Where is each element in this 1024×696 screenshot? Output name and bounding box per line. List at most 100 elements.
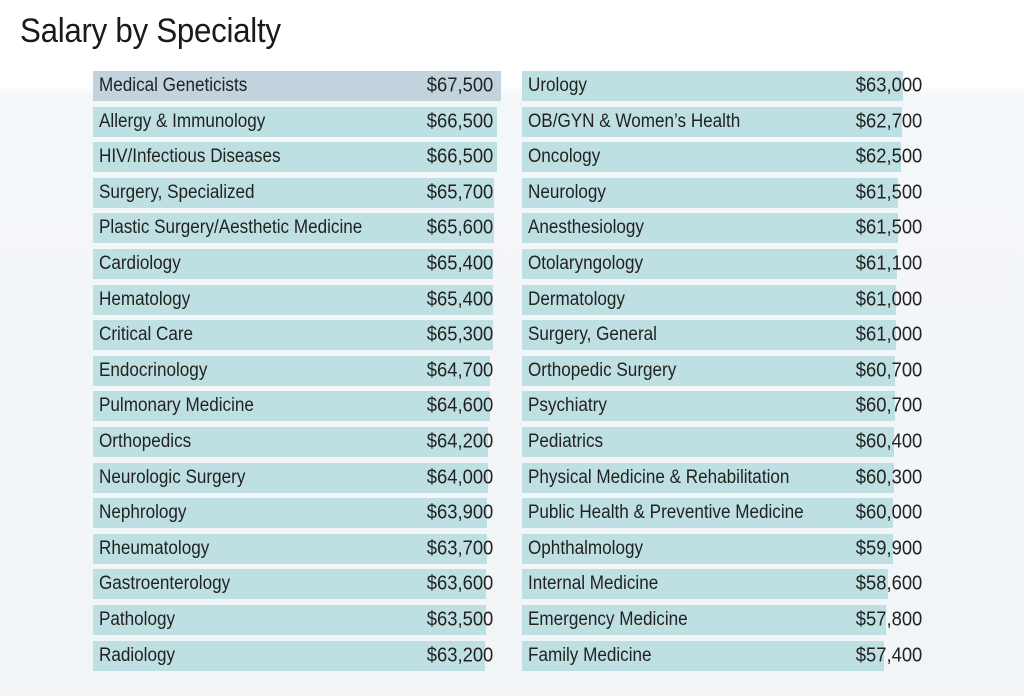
bar-row: Emergency Medicine $57,800 xyxy=(522,604,926,635)
value-label: $62,700 xyxy=(855,110,922,133)
value-label: $60,300 xyxy=(855,466,922,489)
value-label: $63,500 xyxy=(426,608,493,631)
bar xyxy=(93,320,493,351)
category-label: Public Health & Preventive Medicine xyxy=(528,502,804,524)
bar-row: Dermatology $61,000 xyxy=(522,284,926,315)
bar-row: Plastic Surgery/Aesthetic Medicine $65,60… xyxy=(93,213,501,244)
bar-row: Pathology $63,500 xyxy=(93,604,501,635)
bar xyxy=(522,248,897,279)
value-label: $63,900 xyxy=(426,501,493,524)
bar xyxy=(93,355,491,386)
category-label: Dermatology xyxy=(528,288,625,310)
bar xyxy=(522,426,895,457)
value-label: $60,400 xyxy=(855,430,922,453)
category-label: Neurologic Surgery xyxy=(99,466,246,488)
category-label: Nephrology xyxy=(99,502,187,524)
value-label: $63,000 xyxy=(855,74,922,97)
bar xyxy=(93,533,487,564)
bar-row: Internal Medicine $58,600 xyxy=(522,569,926,600)
bar-row: Radiology $63,200 xyxy=(93,640,501,671)
value-label: $58,600 xyxy=(855,572,922,595)
bar xyxy=(522,320,897,351)
chart-title: Salary by Specialty xyxy=(20,12,281,50)
bar-column-right: Urology $63,000 OB/GYN & Women’s Health $62… xyxy=(522,71,926,676)
category-label: HIV/Infectious Diseases xyxy=(99,146,281,168)
category-label: Rheumatology xyxy=(99,537,210,559)
bar xyxy=(93,569,487,600)
bar-row: Pulmonary Medicine $64,600 xyxy=(93,391,501,422)
value-label: $66,500 xyxy=(426,145,493,168)
bar-row: Cardiology $65,400 xyxy=(93,248,501,279)
category-label: Pediatrics xyxy=(528,430,604,452)
value-label: $65,400 xyxy=(426,288,493,311)
value-label: $60,700 xyxy=(855,359,922,382)
category-label: Psychiatry xyxy=(528,395,607,417)
category-label: OB/GYN & Women’s Health xyxy=(528,110,741,132)
bar xyxy=(522,177,898,208)
value-label: $61,500 xyxy=(855,181,922,204)
bar xyxy=(93,498,488,529)
category-label: Pulmonary Medicine xyxy=(99,395,254,417)
bar xyxy=(93,462,488,493)
bar xyxy=(93,426,489,457)
category-label: Pathology xyxy=(99,608,176,630)
bar-row: Neurology $61,500 xyxy=(522,177,926,208)
value-label: $60,700 xyxy=(855,394,922,417)
value-label: $63,600 xyxy=(426,572,493,595)
bar-row: Family Medicine $57,400 xyxy=(522,640,926,671)
bar xyxy=(522,142,902,173)
bar-row: Critical Care $65,300 xyxy=(93,320,501,351)
bar-row: Oncology $62,500 xyxy=(522,142,926,173)
bar xyxy=(522,284,897,315)
bar-row: Orthopedics $64,200 xyxy=(93,426,501,457)
category-label: Neurology xyxy=(528,181,606,203)
value-label: $57,800 xyxy=(855,608,922,631)
bar-row: Rheumatology $63,700 xyxy=(93,533,501,564)
category-label: Orthopedic Surgery xyxy=(528,359,677,381)
bar-row: Medical Geneticists $67,500 xyxy=(93,71,501,101)
bar xyxy=(93,177,495,208)
bar xyxy=(522,106,902,137)
category-label: Plastic Surgery/Aesthetic Medicine xyxy=(99,217,363,239)
bar xyxy=(522,498,893,529)
category-label: Anesthesiology xyxy=(528,217,644,239)
bar xyxy=(93,604,486,635)
category-label: Emergency Medicine xyxy=(528,608,688,630)
value-label: $61,000 xyxy=(855,323,922,346)
bar xyxy=(93,640,485,671)
value-label: $61,000 xyxy=(855,288,922,311)
category-label: Surgery, General xyxy=(528,324,657,346)
value-label: $63,700 xyxy=(426,537,493,560)
bar xyxy=(93,71,501,101)
category-label: Gastroenterology xyxy=(99,573,231,595)
value-label: $64,200 xyxy=(426,430,493,453)
bar xyxy=(522,462,894,493)
value-label: $65,300 xyxy=(426,323,493,346)
value-label: $65,700 xyxy=(426,181,493,204)
bar xyxy=(93,106,498,137)
bar xyxy=(93,391,490,422)
bar xyxy=(93,248,493,279)
value-label: $67,500 xyxy=(426,74,493,97)
bar-row: Ophthalmology $59,900 xyxy=(522,533,926,564)
bar-row: Public Health & Preventive Medicine $60,0… xyxy=(522,498,926,529)
value-label: $64,700 xyxy=(426,359,493,382)
category-label: Radiology xyxy=(99,644,176,666)
bar-row: Urology $63,000 xyxy=(522,71,926,101)
bar-row: Allergy & Immunology $66,500 xyxy=(93,106,501,137)
value-label: $59,900 xyxy=(855,537,922,560)
bar xyxy=(93,213,494,244)
value-label: $57,400 xyxy=(855,644,922,666)
value-label: $60,000 xyxy=(855,501,922,524)
value-label: $61,100 xyxy=(855,252,922,275)
category-label: Allergy & Immunology xyxy=(99,110,266,132)
bar-row: Physical Medicine & Rehabilitation $60,30… xyxy=(522,462,926,493)
category-label: Oncology xyxy=(528,146,601,168)
bar xyxy=(522,533,893,564)
bar-row: Nephrology $63,900 xyxy=(93,498,501,529)
category-label: Cardiology xyxy=(99,252,181,274)
bar xyxy=(522,71,903,101)
category-label: Physical Medicine & Rehabilitation xyxy=(528,466,790,488)
bar xyxy=(522,640,885,671)
value-label: $63,200 xyxy=(426,644,493,666)
